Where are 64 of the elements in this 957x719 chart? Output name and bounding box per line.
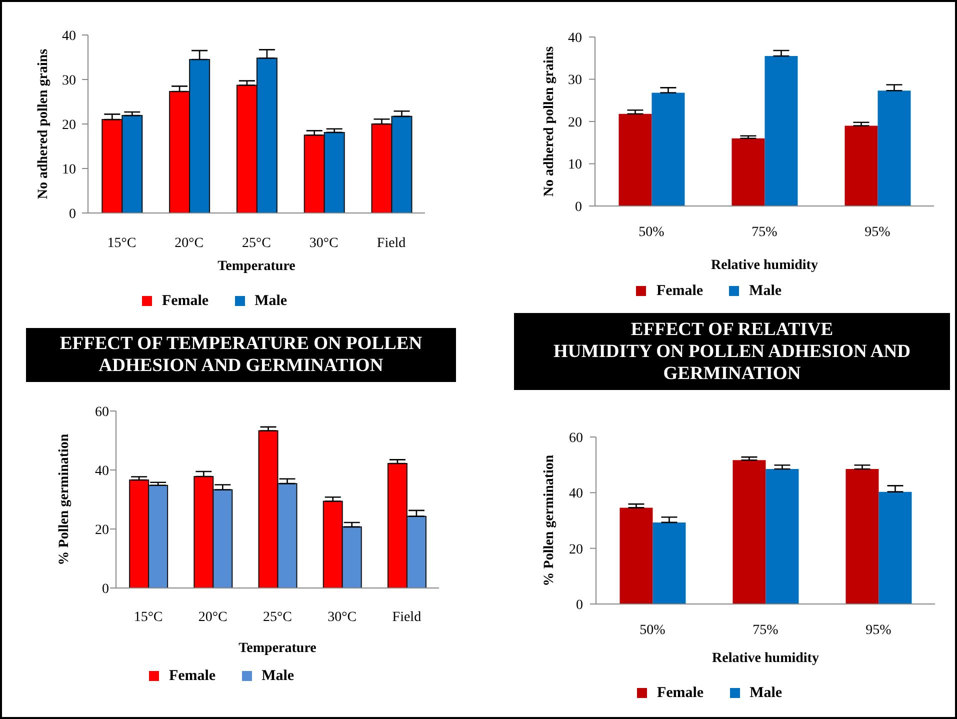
y-tick-label: 10 xyxy=(62,162,76,178)
bar xyxy=(620,508,653,604)
y-axis-title: No adhered pollen grains xyxy=(36,48,51,200)
y-tick-label: 20 xyxy=(568,115,582,130)
x-tick-label: 25°C xyxy=(263,610,292,625)
legend-label: Female xyxy=(168,668,216,684)
bar xyxy=(846,469,879,604)
legend-label: Male xyxy=(749,283,782,299)
y-tick-label: 40 xyxy=(62,28,76,44)
bar xyxy=(732,138,765,206)
y-tick-label: 40 xyxy=(568,30,582,46)
x-tick-label: 75% xyxy=(752,622,779,638)
legend-label: Female xyxy=(162,293,209,309)
legend-label: Male xyxy=(750,685,782,701)
y-axis-title: % Pollen germination xyxy=(542,454,557,586)
x-axis-title: Relative humidity xyxy=(712,651,819,666)
y-tick-label: 20 xyxy=(62,118,76,133)
x-tick-label: 95% xyxy=(866,622,892,638)
x-tick-label: 50% xyxy=(638,224,665,240)
y-tick-label: 60 xyxy=(569,430,583,446)
y-tick-label: 0 xyxy=(575,200,582,215)
x-axis-title: Temperature xyxy=(238,641,316,656)
bar xyxy=(652,92,685,206)
x-axis-title: Temperature xyxy=(218,259,296,274)
y-tick-label: 10 xyxy=(568,158,582,173)
chart-title: EFFECT OF TEMPERATURE ON POLLEN ADHESION AND GERMINATION xyxy=(58,333,424,377)
x-tick-label: Field xyxy=(376,236,406,251)
bar xyxy=(652,522,686,604)
y-axis-title: No adhered pollen grains xyxy=(542,46,557,197)
x-tick-label: 30°C xyxy=(328,610,357,625)
y-tick-label: 0 xyxy=(69,206,76,222)
bar xyxy=(618,114,652,206)
x-tick-label: 20°C xyxy=(198,610,228,625)
x-tick-label: Field xyxy=(392,610,422,625)
y-tick-label: 30 xyxy=(568,73,582,88)
y-tick-label: 0 xyxy=(576,598,583,613)
bar xyxy=(844,126,878,206)
bar xyxy=(732,460,766,604)
x-axis-title: Relative humidity xyxy=(711,258,818,273)
x-tick-label: 15°C xyxy=(107,236,136,251)
x-tick-label: 95% xyxy=(864,224,891,240)
bar xyxy=(878,492,912,604)
bar xyxy=(766,469,799,604)
x-tick-label: 15°C xyxy=(134,610,163,625)
x-tick-label: 50% xyxy=(640,622,666,638)
chart-title: EFFECT OF RELATIVE HUMIDITY ON POLLEN ADHESION AND GERMINATION xyxy=(553,318,911,384)
y-tick-label: 20 xyxy=(95,522,109,538)
legend-label: Male xyxy=(262,668,294,684)
y-tick-label: 20 xyxy=(569,542,583,558)
x-tick-label: 25°C xyxy=(242,236,271,251)
x-tick-label: 30°C xyxy=(309,236,338,251)
y-tick-label: 40 xyxy=(95,464,109,479)
legend-label: Male xyxy=(254,293,288,309)
y-axis-title: % Pollen germination xyxy=(56,434,72,566)
y-tick-label: 40 xyxy=(569,486,583,502)
y-tick-label: 60 xyxy=(95,404,109,420)
bar xyxy=(764,56,798,206)
legend-label: Female xyxy=(656,685,704,701)
y-tick-label: 30 xyxy=(62,73,76,88)
bar xyxy=(878,90,911,206)
x-tick-label: 75% xyxy=(752,224,778,240)
legend-label: Female xyxy=(656,283,704,299)
y-tick-label: 0 xyxy=(102,582,109,597)
x-tick-label: 20°C xyxy=(174,236,204,251)
